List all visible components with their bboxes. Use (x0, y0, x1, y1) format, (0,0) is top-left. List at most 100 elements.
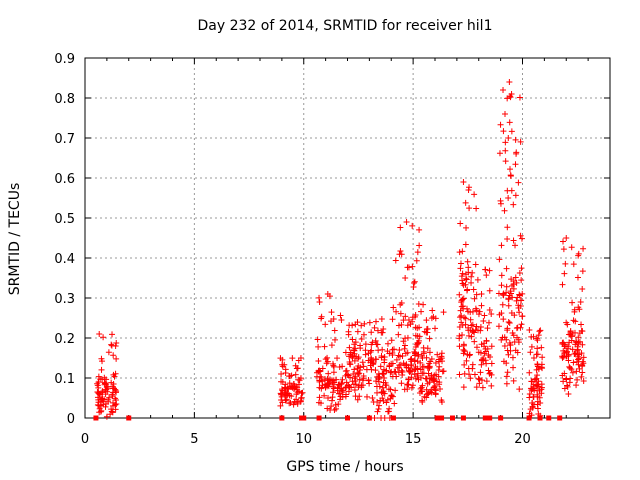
data-point (560, 347, 567, 354)
data-point (485, 352, 492, 359)
data-point (414, 249, 421, 256)
data-point (389, 360, 396, 367)
data-point (503, 283, 510, 290)
data-point (502, 111, 508, 117)
data-point (394, 364, 401, 371)
data-point (432, 315, 439, 322)
data-point (403, 361, 410, 368)
data-point (329, 360, 336, 367)
data-point (467, 327, 474, 334)
axis-ticks: 0 0.1 0.2 0.3 0.4 0.5 0.6 0.7 0.8 0.9 0 5 10 15 20 (54, 52, 610, 447)
data-point (436, 363, 443, 370)
data-point (379, 346, 386, 353)
data-point (358, 384, 365, 391)
data-point (386, 350, 393, 357)
data-point (382, 379, 389, 386)
data-point (462, 241, 469, 248)
data-point (391, 400, 398, 407)
y-tick-label: 0.3 (54, 292, 75, 307)
data-point (291, 398, 298, 405)
data-point (462, 199, 469, 206)
data-point (358, 335, 365, 342)
y-tick-label: 0 (67, 412, 75, 427)
data-point (343, 384, 350, 391)
data-point (346, 360, 353, 367)
data-points (93, 79, 587, 421)
data-point (384, 340, 391, 347)
data-point (573, 382, 580, 389)
data-point (424, 391, 431, 398)
data-point (436, 379, 443, 386)
data-point (417, 374, 424, 381)
data-point (481, 312, 488, 319)
data-point (579, 363, 586, 370)
data-point (456, 249, 463, 256)
data-point (404, 322, 411, 329)
data-point (399, 352, 406, 359)
data-point (559, 281, 566, 288)
data-point (563, 376, 570, 383)
data-point (531, 376, 538, 383)
data-point (580, 354, 587, 361)
data-point (415, 339, 422, 346)
data-point (380, 325, 387, 332)
data-point (469, 269, 476, 276)
data-point (370, 359, 377, 366)
data-point (570, 359, 577, 366)
data-point (334, 384, 341, 391)
data-point (501, 343, 508, 350)
data-point (412, 349, 419, 356)
data-point (417, 385, 424, 392)
y-axis-label: SRMTID / TECUs (7, 183, 23, 296)
data-point (398, 251, 405, 258)
data-point (328, 342, 335, 349)
data-point (281, 384, 288, 391)
data-point (393, 356, 400, 363)
data-point (498, 272, 505, 279)
zero-point (126, 415, 132, 421)
data-point (338, 317, 345, 324)
data-point (460, 346, 467, 353)
data-point (411, 357, 418, 364)
data-point (477, 327, 484, 334)
data-point (335, 401, 342, 408)
data-point (529, 386, 536, 393)
data-point (397, 310, 404, 317)
data-point (508, 128, 515, 135)
data-point (373, 341, 380, 348)
data-point (460, 179, 467, 185)
data-point (342, 384, 349, 391)
data-point (381, 374, 388, 381)
data-point (503, 380, 510, 387)
data-point (316, 294, 323, 301)
data-point (383, 399, 390, 406)
data-point (108, 406, 115, 413)
data-point (509, 354, 516, 361)
data-point (387, 395, 394, 402)
data-point (351, 366, 358, 373)
data-point (564, 382, 571, 389)
data-point (417, 359, 424, 366)
data-point (109, 402, 116, 409)
data-point (354, 396, 361, 403)
data-point (277, 355, 284, 362)
data-point (461, 361, 468, 368)
data-point (388, 368, 395, 375)
zero-point (526, 415, 532, 421)
data-point (402, 362, 409, 369)
data-point (279, 378, 286, 385)
data-point (500, 292, 507, 299)
data-point (419, 397, 426, 404)
data-point (396, 362, 403, 369)
data-point (357, 342, 364, 349)
data-point (406, 368, 413, 375)
data-point (577, 298, 584, 305)
data-point (475, 375, 482, 382)
data-point (463, 305, 470, 312)
data-point (439, 368, 446, 375)
data-point (323, 360, 330, 367)
data-point (337, 312, 344, 319)
data-point (534, 337, 541, 344)
data-point (567, 365, 574, 372)
